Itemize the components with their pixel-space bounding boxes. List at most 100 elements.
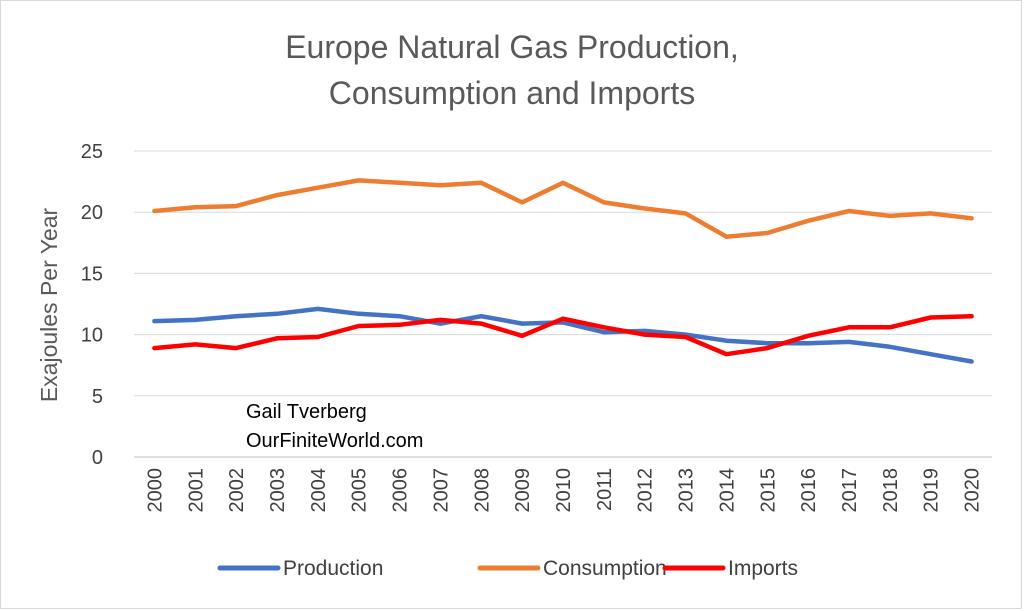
data-point — [520, 333, 525, 338]
data-point — [152, 208, 157, 213]
data-point — [234, 204, 239, 209]
data-point — [642, 332, 647, 337]
data-point — [928, 352, 933, 357]
legend-label-production: Production — [283, 557, 383, 580]
data-point — [969, 359, 974, 364]
series-lines — [152, 178, 974, 364]
x-tick-label: 2005 — [349, 468, 371, 513]
x-tick-label: 2018 — [880, 468, 902, 513]
data-point — [397, 314, 402, 319]
y-axis-label: Exajoules Per Year — [36, 207, 62, 402]
data-point — [601, 330, 606, 335]
data-point — [193, 205, 198, 210]
data-point — [315, 185, 320, 190]
data-point — [601, 325, 606, 330]
data-point — [601, 200, 606, 205]
data-point — [561, 180, 565, 185]
data-point — [275, 311, 279, 316]
data-point — [479, 321, 484, 326]
data-point — [969, 216, 974, 221]
data-point — [847, 208, 851, 213]
data-point — [724, 234, 729, 239]
x-tick-label: 2011 — [594, 468, 616, 511]
data-point — [806, 333, 811, 338]
x-tick-label: 2008 — [471, 468, 493, 513]
x-tick-label: 2000 — [144, 468, 166, 513]
data-point — [847, 325, 851, 330]
data-point — [724, 352, 729, 357]
y-tick-label: 15 — [81, 263, 103, 285]
data-point — [887, 344, 892, 349]
y-tick-label: 20 — [81, 202, 103, 224]
annotation-website: OurFiniteWorld.com — [246, 430, 423, 452]
x-tick-label: 2002 — [226, 468, 248, 513]
x-tick-label: 2016 — [798, 468, 820, 513]
x-tick-label: 2015 — [757, 468, 779, 513]
x-tick-label: 2001 — [185, 468, 207, 513]
data-point — [765, 341, 770, 346]
data-point — [193, 317, 198, 322]
data-point — [847, 339, 851, 344]
annotation-author: Gail Tverberg — [246, 401, 367, 423]
data-point — [234, 346, 239, 351]
data-point — [520, 321, 525, 326]
data-point — [438, 317, 443, 322]
data-point — [356, 178, 361, 183]
y-tick-label: 0 — [92, 447, 103, 469]
x-tick-label: 2019 — [921, 468, 943, 513]
data-point — [356, 324, 361, 329]
y-axis-ticks: 0 5 10 15 20 25 — [81, 141, 103, 469]
data-point — [520, 200, 525, 205]
data-point — [234, 314, 239, 319]
x-tick-label: 2004 — [308, 468, 330, 513]
data-point — [479, 314, 484, 319]
legend-label-imports: Imports — [728, 557, 798, 580]
data-point — [152, 319, 157, 324]
data-point — [397, 322, 402, 327]
data-point — [356, 311, 361, 316]
data-point — [561, 316, 565, 321]
data-point — [806, 341, 811, 346]
x-tick-label: 2007 — [430, 468, 452, 513]
data-point — [969, 314, 974, 319]
data-point — [887, 325, 892, 330]
data-point — [315, 306, 320, 311]
x-tick-label: 2017 — [839, 468, 861, 513]
data-point — [724, 338, 729, 343]
chart-title-line-2: Consumption and Imports — [329, 75, 695, 111]
data-point — [193, 342, 198, 347]
x-axis-ticks: 2000 2001 2002 2003 2004 2005 2006 2007 2008 2009… — [144, 468, 983, 513]
data-point — [806, 218, 811, 223]
data-point — [765, 231, 770, 236]
x-tick-label: 2013 — [676, 468, 698, 513]
y-tick-label: 5 — [92, 386, 103, 408]
data-point — [397, 180, 402, 185]
data-point — [479, 180, 484, 185]
series-line-consumption — [152, 178, 974, 239]
data-point — [315, 335, 320, 340]
x-tick-label: 2009 — [512, 468, 534, 513]
y-tick-label: 25 — [81, 141, 103, 163]
x-tick-label: 2010 — [553, 468, 575, 513]
data-point — [683, 211, 688, 216]
data-point — [887, 213, 892, 218]
legend: Production Consumption Imports — [217, 557, 798, 580]
data-point — [152, 346, 157, 351]
data-point — [765, 346, 770, 351]
x-tick-label: 2012 — [635, 468, 657, 513]
data-point — [275, 193, 279, 198]
data-point — [928, 315, 933, 320]
legend-label-consumption: Consumption — [543, 557, 667, 580]
x-tick-label: 2003 — [267, 468, 289, 513]
x-tick-label: 2006 — [390, 468, 412, 513]
data-point — [642, 206, 647, 211]
chart-title-line-1: Europe Natural Gas Production, — [285, 29, 739, 65]
data-point — [438, 183, 443, 188]
x-tick-label: 2020 — [962, 468, 984, 513]
data-point — [438, 321, 443, 326]
y-tick-label: 10 — [81, 325, 103, 347]
x-tick-label: 2014 — [716, 468, 738, 513]
data-point — [683, 335, 688, 340]
